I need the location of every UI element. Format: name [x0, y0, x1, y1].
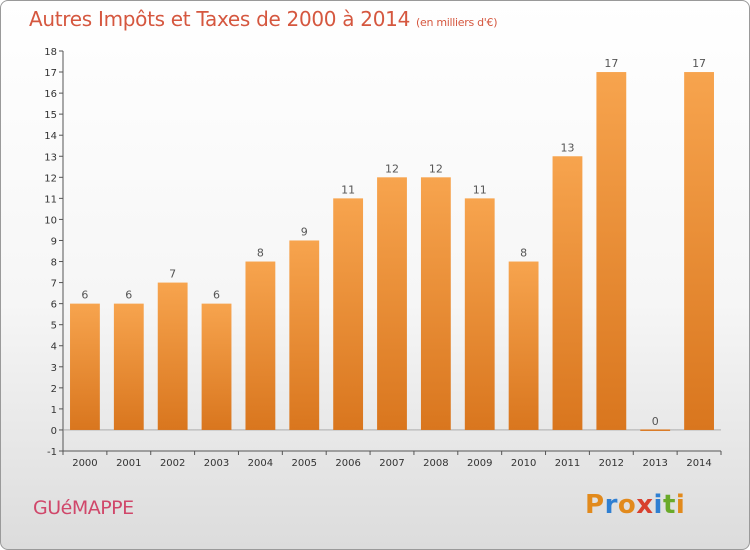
bar-2001 [113, 303, 144, 430]
x-tick-label: 2007 [379, 458, 404, 469]
proxiti-logo[interactable]: Proxiti [585, 490, 685, 520]
logo-letter: t [662, 490, 676, 520]
x-tick-label: 2005 [292, 458, 317, 469]
data-label-2007: 12 [385, 162, 399, 175]
data-label-2001: 6 [125, 289, 132, 302]
commune-name: GUéMAPPE [33, 497, 134, 519]
bar-2002 [157, 282, 188, 430]
x-tick-label: 2011 [555, 458, 580, 469]
y-tick-label: 14 [44, 131, 57, 142]
data-labels: 6 6 7 6 8 9 11 12 12 11 8 13 17 0 17 [81, 57, 706, 428]
y-tick-label: 2 [51, 384, 57, 395]
data-label-2003: 6 [213, 289, 220, 302]
chart-title: Autres Impôts et Taxes de 2000 à 2014 (en… [29, 7, 497, 31]
y-tick-label: 18 [44, 47, 57, 58]
bar-2007 [377, 177, 407, 430]
y-tick-label: 1 [51, 405, 57, 416]
y-tick-label: 16 [44, 89, 57, 100]
logo-letter: x [636, 490, 654, 520]
bar-2005 [289, 240, 320, 430]
bar-2011 [552, 156, 583, 430]
y-tick-label: -1 [47, 447, 57, 458]
x-tick-label: 2012 [599, 458, 624, 469]
y-tick-label: 3 [51, 363, 57, 374]
data-label-2000: 6 [81, 289, 88, 302]
y-tick-label: 6 [51, 300, 57, 311]
bars [70, 72, 714, 431]
bar-2006 [333, 198, 364, 430]
x-tick-label: 2014 [686, 458, 711, 469]
x-tick-label: 2002 [160, 458, 185, 469]
y-tick-label: 15 [44, 110, 57, 121]
data-label-2002: 7 [169, 268, 176, 281]
bar-2014 [684, 72, 714, 430]
x-tick-label: 2000 [72, 458, 97, 469]
y-tick-label: 7 [51, 279, 57, 290]
data-label-2006: 11 [341, 183, 355, 196]
data-label-2009: 11 [473, 183, 487, 196]
y-tick-label: 0 [51, 426, 57, 437]
logo-letter: i [675, 490, 686, 520]
x-tick-label: 2006 [335, 458, 360, 469]
logo-letter: i [653, 490, 663, 520]
y-tick-label: 11 [44, 194, 57, 205]
data-label-2008: 12 [429, 162, 443, 175]
bar-2000 [70, 303, 100, 430]
bar-2004 [245, 261, 276, 430]
bar-2008 [420, 177, 451, 430]
logo-letter: o [617, 490, 637, 520]
chart-title-text: Autres Impôts et Taxes de 2000 à 2014 [29, 7, 410, 31]
x-tick-label: 2003 [204, 458, 229, 469]
data-label-2004: 8 [257, 247, 264, 260]
chart-unit: (en milliers d'€) [416, 16, 498, 29]
data-label-2005: 9 [301, 225, 308, 238]
y-tick-label: 5 [51, 321, 57, 332]
logo-letter: P [585, 490, 605, 520]
y-tick-label: 17 [44, 68, 57, 79]
y-tick-label: 12 [44, 173, 57, 184]
x-tick-label: 2010 [511, 458, 536, 469]
y-tick-label: 9 [51, 236, 57, 247]
bar-2012 [596, 72, 627, 430]
bar-2009 [464, 198, 495, 430]
data-label-2013: 0 [652, 415, 659, 428]
x-tick-label: 2004 [248, 458, 273, 469]
logo-letter: r [604, 490, 618, 520]
data-label-2011: 13 [560, 141, 574, 154]
bar-2010 [508, 261, 539, 430]
y-tick-label: 8 [51, 258, 57, 269]
data-label-2014: 17 [692, 57, 706, 70]
x-tick-label: 2013 [642, 458, 667, 469]
x-tick-label: 2009 [467, 458, 492, 469]
y-tick-label: 4 [51, 342, 57, 353]
y-tick-label: 10 [44, 215, 57, 226]
x-tick-label: 2008 [423, 458, 448, 469]
x-tick-label: 2001 [116, 458, 141, 469]
data-label-2010: 8 [520, 247, 527, 260]
bar-2013 [640, 429, 671, 431]
y-tick-label: 13 [44, 152, 57, 163]
data-label-2012: 17 [604, 57, 618, 70]
bar-2003 [201, 303, 232, 430]
